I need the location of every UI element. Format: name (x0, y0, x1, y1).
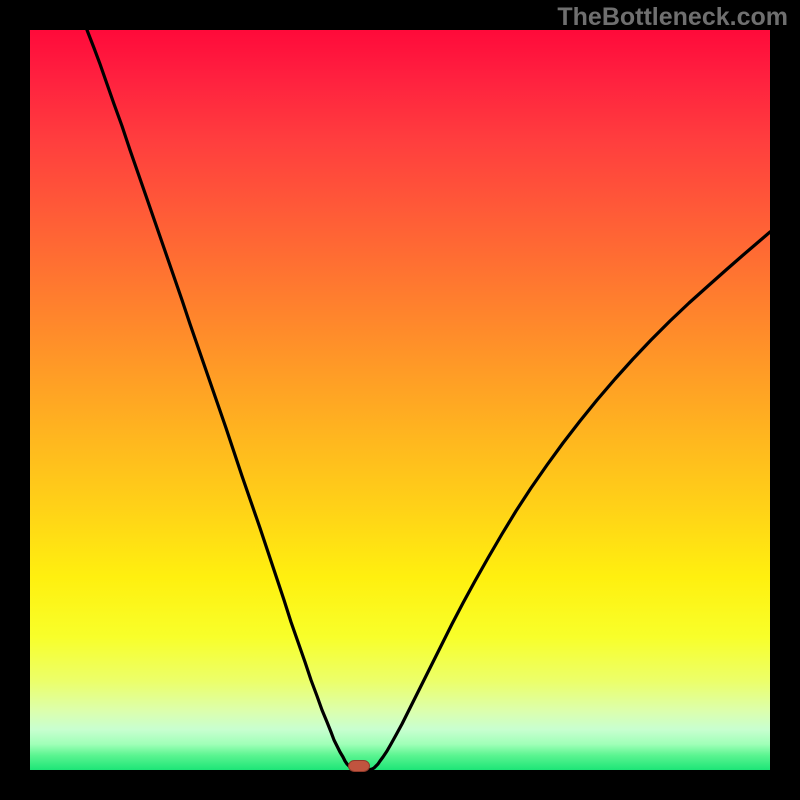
watermark-text: TheBottleneck.com (557, 3, 788, 32)
plot-area (30, 30, 770, 770)
chart-frame: TheBottleneck.com (0, 0, 800, 800)
bottleneck-curve (30, 30, 770, 770)
optimum-marker (348, 760, 370, 772)
